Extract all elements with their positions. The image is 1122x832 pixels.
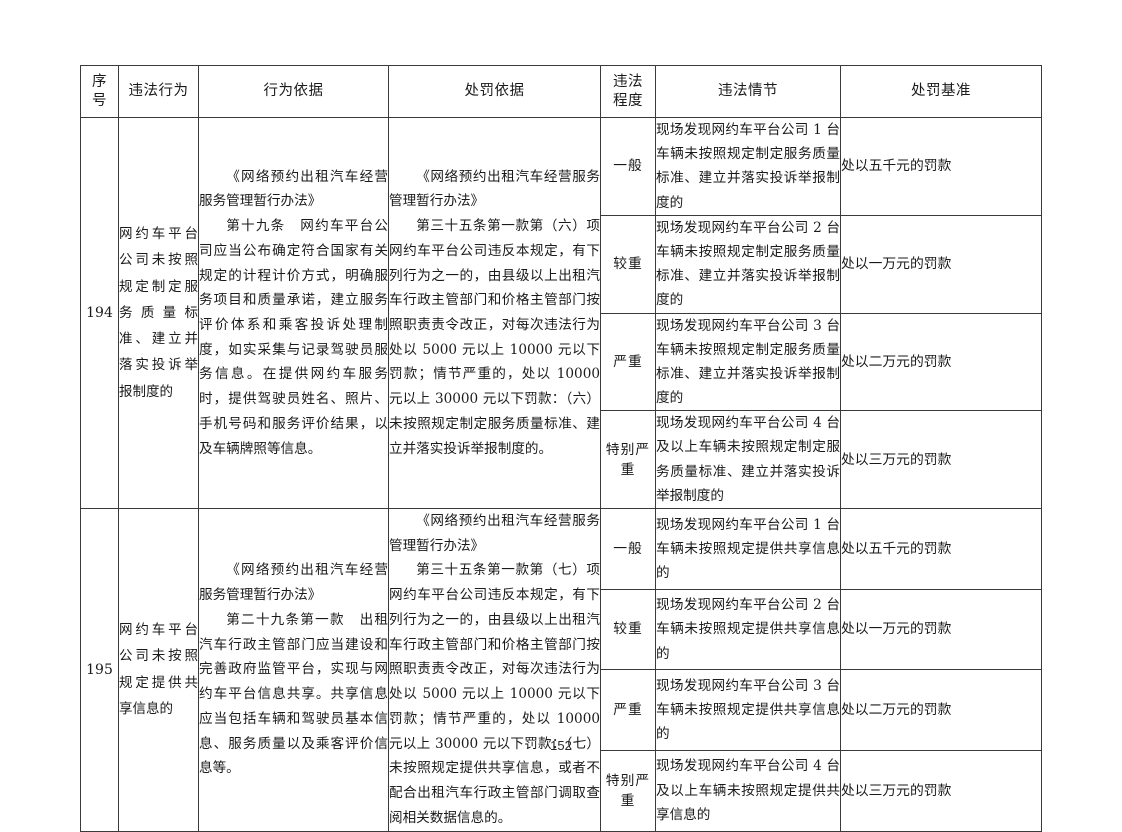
- cell-violation-degree: 较重: [600, 214, 656, 314]
- cell-violation-degree: 严重: [600, 312, 656, 412]
- cell-penalty-standard: 处以五千元的罚款: [840, 508, 1042, 590]
- violation-circumstance-text: 现场发现网约车平台公司 3 台车辆未按照规定提供共享信息的: [656, 677, 840, 743]
- illegal-act-text: 网约车平台公司未按照规定制定服务质量标准、建立并落实投诉举报制度的: [119, 225, 198, 400]
- cell-violation-degree: 特别严重: [600, 410, 656, 509]
- table-body: 194 网约车平台公司未按照规定制定服务质量标准、建立并落实投诉举报制度的 《网…: [80, 117, 1042, 832]
- column-header-violation-degree-line2: 程度: [613, 92, 643, 109]
- cell-violation-degree: 较重: [600, 588, 656, 671]
- cell-violation-circumstance: 现场发现网约车平台公司 1 台车辆未按照规定提供共享信息的: [655, 508, 841, 590]
- column-header-penalty-basis: 处罚依据: [388, 65, 601, 118]
- cell-penalty-standard: 处以二万元的罚款: [840, 312, 1042, 412]
- cell-penalty-standard: 处以一万元的罚款: [840, 214, 1042, 314]
- violation-circumstance-text: 现场发现网约车平台公司 3 台车辆未按照规定制定服务质量标准、建立并落实投诉举报…: [656, 317, 840, 407]
- act-basis-title: 《网络预约出租汽车经营服务管理暂行办法》: [199, 168, 388, 210]
- cell-penalty-standard: 处以五千元的罚款: [840, 117, 1042, 216]
- cell-violation-circumstance: 现场发现网约车平台公司 2 台车辆未按照规定制定服务质量标准、建立并落实投诉举报…: [655, 214, 841, 314]
- violation-circumstance-text: 现场发现网约车平台公司 1 台车辆未按照规定制定服务质量标准、建立并落实投诉举报…: [656, 122, 840, 211]
- column-header-illegal-act-label: 违法行为: [128, 83, 189, 100]
- illegal-act-text: 网约车平台公司未按照规定提供共享信息的: [119, 622, 198, 718]
- act-basis-body: 第十九条 网约车平台公司应当公布确定符合国家有关规定的计程计价方式，明确服务项目…: [199, 218, 388, 457]
- table-header: 序 号 违法行为 行为依据 处罚依据: [80, 65, 1042, 118]
- cell-penalty-basis: 《网络预约出租汽车经营服务管理暂行办法》 第三十五条第一款第（六）项 网约车平台…: [388, 117, 614, 509]
- penalty-standards-table: 序 号 违法行为 行为依据 处罚依据: [80, 65, 1042, 832]
- act-basis-title: 《网络预约出租汽车经营服务管理暂行办法》: [199, 562, 388, 604]
- cell-violation-circumstance: 现场发现网约车平台公司 3 台车辆未按照规定制定服务质量标准、建立并落实投诉举报…: [655, 312, 841, 412]
- table-header-row: 序 号 违法行为 行为依据 处罚依据: [80, 65, 1042, 118]
- table-row: 特别严重 现场发现网约车平台公司 4 台及以上车辆未按照规定制定服务质量标准、建…: [81, 410, 1042, 509]
- cell-violation-degree: 一般: [600, 117, 656, 216]
- column-header-penalty-standard: 处罚基准: [840, 65, 1042, 118]
- column-header-seq-line2: 号: [92, 92, 107, 109]
- violation-circumstance-text: 现场发现网约车平台公司 4 台及以上车辆未按照规定制定服务质量标准、建立并落实投…: [656, 415, 840, 504]
- penalty-basis-title: 《网络预约出租汽车经营服务管理暂行办法》: [389, 168, 600, 210]
- table-row: 195 网约车平台公司未按照规定提供共享信息的 《网络预约出租汽车经营服务管理暂…: [80, 508, 1042, 832]
- violation-circumstance-text: 现场发现网约车平台公司 2 台车辆未按照规定制定服务质量标准、建立并落实投诉举报…: [656, 219, 840, 309]
- column-header-seq: 序 号: [80, 65, 119, 118]
- cell-seq: 194: [80, 117, 119, 509]
- column-header-violation-degree-line1: 违法: [613, 74, 643, 91]
- column-header-violation-circumstance-label: 违法情节: [718, 83, 778, 100]
- violation-circumstance-text: 现场发现网约车平台公司 1 台车辆未按照规定提供共享信息的: [656, 516, 840, 581]
- table-row: 较重 现场发现网约车平台公司 2 台车辆未按照规定制定服务质量标准、建立并落实投…: [81, 214, 1042, 314]
- cell-penalty-standard: 处以三万元的罚款: [840, 410, 1042, 509]
- cell-illegal-act: 网约车平台公司未按照规定提供共享信息的: [118, 508, 199, 832]
- cell-violation-circumstance: 现场发现网约车平台公司 2 台车辆未按照规定提供共享信息的: [655, 588, 841, 671]
- column-header-act-basis-label: 行为依据: [263, 83, 324, 100]
- column-header-act-basis: 行为依据: [198, 65, 389, 118]
- page-number: 152: [550, 738, 572, 753]
- penalty-basis-body: 第三十五条第一款第（六）项 网约车平台公司违反本规定，有下列行为之一的，由县级以…: [389, 218, 614, 457]
- violation-circumstance-text: 现场发现网约车平台公司 2 台车辆未按照规定提供共享信息的: [656, 597, 840, 662]
- table-row: 194 网约车平台公司未按照规定制定服务质量标准、建立并落实投诉举报制度的 《网…: [80, 117, 1042, 509]
- cell-violation-circumstance: 现场发现网约车平台公司 4 台及以上车辆未按照规定制定服务质量标准、建立并落实投…: [655, 410, 841, 509]
- column-header-violation-degree: 违法 程度: [600, 65, 656, 118]
- penalty-basis-body: 第三十五条第一款第（七）项 网约车平台公司违反本规定，有下列行为之一的，由县级以…: [389, 562, 614, 826]
- cell-penalty-standard: 处以一万元的罚款: [840, 588, 1042, 671]
- cell-illegal-act: 网约车平台公司未按照规定制定服务质量标准、建立并落实投诉举报制度的: [118, 117, 199, 509]
- column-header-penalty-standard-label: 处罚基准: [911, 83, 971, 100]
- document-page: 序 号 违法行为 行为依据 处罚依据: [80, 65, 1042, 832]
- cell-violation-circumstance: 现场发现网约车平台公司 1 台车辆未按照规定制定服务质量标准、建立并落实投诉举报…: [655, 117, 841, 216]
- table-row: 严重 现场发现网约车平台公司 3 台车辆未按照规定制定服务质量标准、建立并落实投…: [81, 312, 1042, 412]
- cell-violation-degree: 严重: [600, 669, 656, 751]
- cell-act-basis: 《网络预约出租汽车经营服务管理暂行办法》 第十九条 网约车平台公司应当公布确定符…: [198, 117, 389, 509]
- act-basis-body: 第二十九条第一款 出租汽车行政主管部门应当建设和完善政府监管平台，实现与网约车平…: [199, 611, 388, 777]
- violation-circumstance-text: 现场发现网约车平台公司 4 台及以上车辆未按照规定提供共享信息的: [656, 758, 840, 823]
- penalty-basis-title: 《网络预约出租汽车经营服务管理暂行办法》: [389, 513, 600, 554]
- table-row: 严重 现场发现网约车平台公司 3 台车辆未按照规定提供共享信息的 处以二万元的罚…: [81, 669, 1042, 751]
- column-header-penalty-basis-label: 处罚依据: [464, 83, 525, 100]
- cell-penalty-basis: 《网络预约出租汽车经营服务管理暂行办法》 第三十五条第一款第（七）项 网约车平台…: [388, 508, 614, 832]
- cell-act-basis: 《网络预约出租汽车经营服务管理暂行办法》 第二十九条第一款 出租汽车行政主管部门…: [198, 508, 389, 832]
- cell-seq: 195: [80, 508, 119, 832]
- cell-violation-circumstance: 现场发现网约车平台公司 4 台及以上车辆未按照规定提供共享信息的: [655, 749, 841, 832]
- column-header-seq-line1: 序: [92, 74, 107, 91]
- cell-penalty-standard: 处以二万元的罚款: [840, 669, 1042, 751]
- cell-penalty-standard: 处以三万元的罚款: [840, 749, 1042, 832]
- column-header-illegal-act: 违法行为: [118, 65, 199, 118]
- column-header-violation-circumstance: 违法情节: [655, 65, 841, 118]
- cell-violation-circumstance: 现场发现网约车平台公司 3 台车辆未按照规定提供共享信息的: [655, 669, 841, 751]
- cell-violation-degree: 特别严重: [600, 749, 656, 832]
